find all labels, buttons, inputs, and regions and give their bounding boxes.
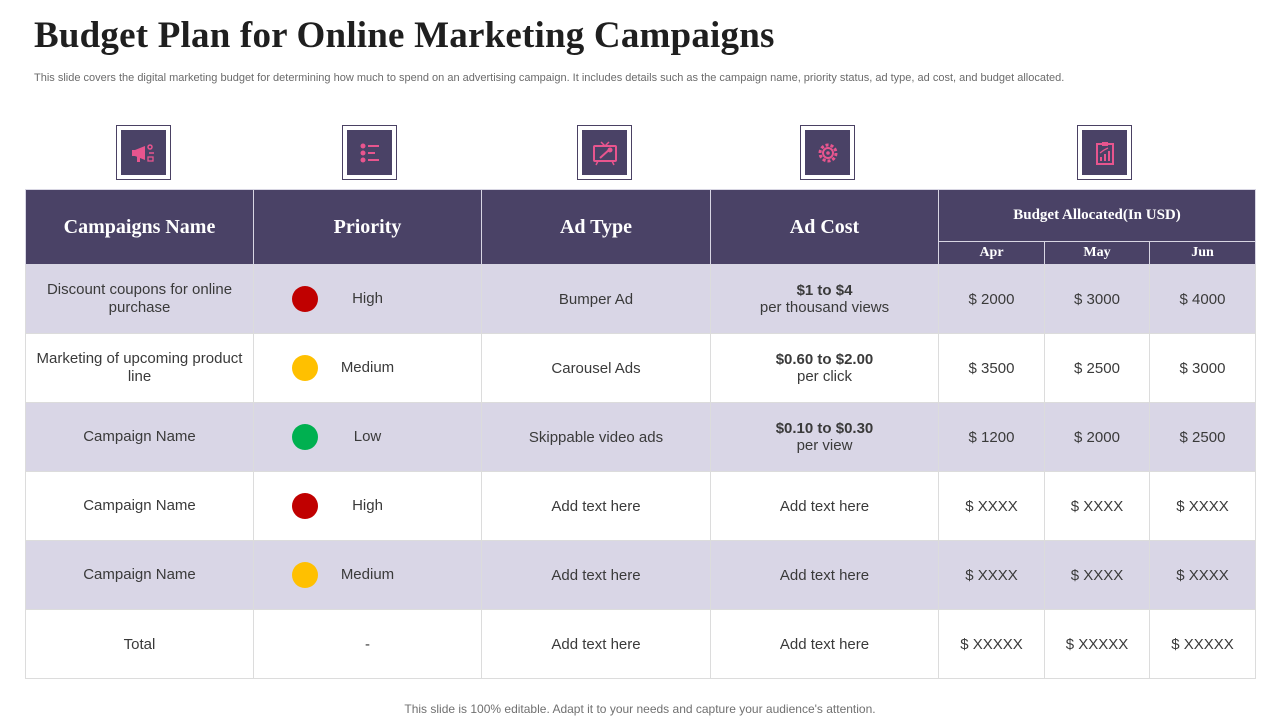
megaphone-icon (116, 125, 171, 180)
priority-label: Medium (340, 566, 395, 583)
header-campaigns-name: Campaigns Name (25, 189, 254, 265)
ad-cost-cell: Add text here (710, 471, 939, 541)
budget-jun-cell: $ 2500 (1149, 402, 1256, 472)
ad-cost-range: $0.60 to $2.00 (775, 351, 874, 368)
budget-table: Campaigns Name Priority Ad Type Ad Cost … (25, 189, 1256, 679)
header-month-may: May (1044, 240, 1150, 266)
campaign-name-cell: Campaign Name (25, 471, 254, 541)
budget-jun-cell: $ 4000 (1149, 264, 1256, 334)
ad-cost-cell: Add text here (710, 540, 939, 610)
budget-may-cell: $ XXXX (1044, 471, 1150, 541)
ad-type-cell: Add text here (481, 471, 711, 541)
header-priority: Priority (253, 189, 482, 265)
campaign-name-cell: Discount coupons for online purchase (25, 264, 254, 334)
tv-ad-icon (577, 125, 632, 180)
ad-cost-unit: per thousand views (759, 299, 890, 316)
total-row: Total - Add text here Add text here $ XX… (25, 609, 1256, 679)
table-row: Campaign Name Low Skippable video ads $0… (25, 402, 1256, 472)
table-row: Campaign Name High Add text here Add tex… (25, 471, 1256, 541)
budget-apr-cell: $ 3500 (938, 333, 1045, 403)
budget-apr-cell: $ XXXX (938, 540, 1045, 610)
ad-type-cell: Bumper Ad (481, 264, 711, 334)
priority-indicator (292, 355, 318, 381)
page-subtitle: This slide covers the digital marketing … (34, 72, 1065, 84)
priority-cell: High (253, 471, 482, 541)
priority-cell: Medium (253, 333, 482, 403)
gear-icon (800, 125, 855, 180)
total-priority-cell: - (253, 609, 482, 679)
priority-label: Medium (340, 359, 395, 376)
table-row: Campaign Name Medium Add text here Add t… (25, 540, 1256, 610)
header-budget-allocated: Budget Allocated(In USD) (938, 189, 1256, 242)
page-title: Budget Plan for Online Marketing Campaig… (34, 15, 775, 56)
priority-cell: High (253, 264, 482, 334)
priority-label: High (352, 497, 383, 514)
priority-cell: Medium (253, 540, 482, 610)
table-row: Marketing of upcoming product line Mediu… (25, 333, 1256, 403)
priority-indicator (292, 424, 318, 450)
total-label-cell: Total (25, 609, 254, 679)
header-ad-cost: Ad Cost (710, 189, 939, 265)
header-month-apr: Apr (938, 240, 1045, 266)
checklist-icon (342, 125, 397, 180)
budget-may-cell: $ XXXX (1044, 540, 1150, 610)
ad-cost-range: $1 to $4 (796, 282, 853, 299)
total-jun-cell: $ XXXXX (1149, 609, 1256, 679)
priority-indicator (292, 562, 318, 588)
budget-jun-cell: $ XXXX (1149, 471, 1256, 541)
budget-jun-cell: $ XXXX (1149, 540, 1256, 610)
report-chart-icon (1077, 125, 1132, 180)
ad-cost-unit: per view (796, 437, 853, 454)
budget-apr-cell: $ 2000 (938, 264, 1045, 334)
ad-type-cell: Add text here (481, 540, 711, 610)
budget-may-cell: $ 2500 (1044, 333, 1150, 403)
ad-cost-cell: $1 to $4 per thousand views (710, 264, 939, 334)
ad-type-cell: Skippable video ads (481, 402, 711, 472)
priority-indicator (292, 493, 318, 519)
total-ad-cost-cell: Add text here (710, 609, 939, 679)
ad-cost-cell: $0.10 to $0.30 per view (710, 402, 939, 472)
campaign-name-cell: Marketing of upcoming product line (25, 333, 254, 403)
ad-type-cell: Carousel Ads (481, 333, 711, 403)
header-month-jun: Jun (1149, 240, 1256, 266)
budget-apr-cell: $ 1200 (938, 402, 1045, 472)
campaign-name-cell: Campaign Name (25, 540, 254, 610)
total-ad-type-cell: Add text here (481, 609, 711, 679)
table-row: Discount coupons for online purchase Hig… (25, 264, 1256, 334)
page-footer: This slide is 100% editable. Adapt it to… (404, 702, 876, 716)
total-may-cell: $ XXXXX (1044, 609, 1150, 679)
budget-apr-cell: $ XXXX (938, 471, 1045, 541)
budget-jun-cell: $ 3000 (1149, 333, 1256, 403)
ad-cost-range: $0.10 to $0.30 (775, 420, 874, 437)
ad-cost-unit: per click (796, 368, 852, 385)
priority-indicator (292, 286, 318, 312)
priority-label: High (352, 290, 383, 307)
budget-may-cell: $ 3000 (1044, 264, 1150, 334)
priority-cell: Low (253, 402, 482, 472)
budget-may-cell: $ 2000 (1044, 402, 1150, 472)
priority-label: Low (353, 428, 382, 445)
header-ad-type: Ad Type (481, 189, 711, 265)
campaign-name-cell: Campaign Name (25, 402, 254, 472)
total-apr-cell: $ XXXXX (938, 609, 1045, 679)
ad-cost-cell: $0.60 to $2.00 per click (710, 333, 939, 403)
